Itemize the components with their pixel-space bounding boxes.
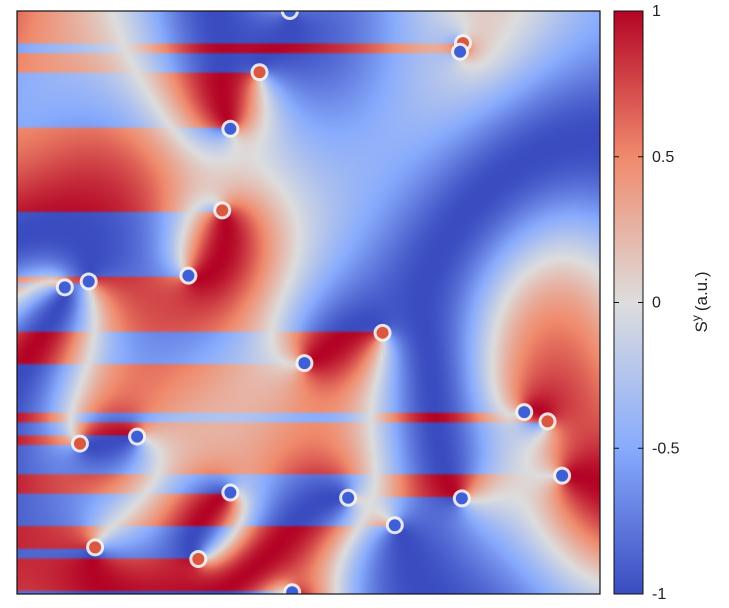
colorbar-tick-label: -1 (652, 586, 666, 603)
defect-positive (86, 538, 105, 557)
defect-positive (538, 412, 557, 431)
defect-negative (79, 272, 98, 291)
defect-positive (250, 63, 269, 82)
defect-positive (189, 550, 208, 569)
colorbar-ticks: 1 0.5 0 -0.5 -1 (614, 3, 680, 603)
defect-positive (373, 323, 392, 342)
defect-negative (339, 488, 358, 507)
colorbar-label: Sy (a.u.) (689, 271, 711, 332)
defect-negative (295, 354, 314, 373)
defect-negative (221, 483, 240, 502)
plot-frame (16, 10, 601, 595)
defect-negative (55, 278, 74, 297)
defect-negative (553, 466, 572, 485)
defect-negative (128, 427, 147, 446)
colorbar-label-sup: y (689, 315, 703, 321)
defect-negative (221, 119, 240, 138)
defect-negative (283, 583, 302, 594)
defect-positive (213, 201, 232, 220)
defect-negative (451, 42, 470, 61)
defect-negative (452, 489, 471, 508)
defects-layer (55, 11, 572, 594)
heatmap-image (17, 11, 600, 594)
colorbar-label-main: S (692, 321, 711, 332)
defect-positive (70, 434, 89, 453)
colorbar-tick-label: 0 (652, 295, 661, 312)
defect-negative (385, 516, 404, 535)
colorbar-tick-label: -0.5 (652, 440, 680, 457)
colorbar-tick-label: 0.5 (652, 149, 674, 166)
defect-negative (280, 11, 299, 20)
defect-negative (179, 266, 198, 285)
colorbar-label-unit: (a.u.) (692, 271, 711, 311)
defect-negative (515, 403, 534, 422)
colorbar-tick-label: 1 (652, 3, 661, 20)
